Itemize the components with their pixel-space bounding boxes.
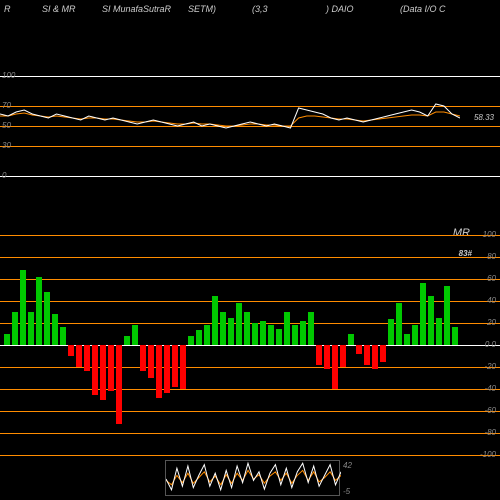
mr-bar <box>100 345 106 400</box>
mr-bar <box>276 329 282 346</box>
rsi-current-value: 58.33 <box>474 113 494 122</box>
mr-gridline <box>0 367 500 368</box>
mr-bar <box>140 345 146 371</box>
mr-bar <box>268 325 274 345</box>
mr-bar <box>196 330 202 345</box>
mr-axis-label: -80 <box>484 428 496 437</box>
mr-gridline <box>0 235 500 236</box>
mr-gridline <box>0 257 500 258</box>
mr-bar <box>52 314 58 345</box>
mr-bar <box>420 283 426 345</box>
mr-axis-label: 20 <box>487 318 496 327</box>
mr-axis-label: 60 <box>487 274 496 283</box>
mr-bar <box>452 327 458 345</box>
mr-bar <box>84 345 90 371</box>
mr-bar <box>292 325 298 345</box>
header-label: (3,3 <box>252 4 268 14</box>
mr-bar <box>316 345 322 365</box>
mini-label-top: 42 <box>343 461 352 470</box>
mr-bar <box>356 345 362 354</box>
header-label: SI MunafaSutraR <box>102 4 171 14</box>
mr-bar <box>148 345 154 378</box>
header-label: ) DAIO <box>326 4 354 14</box>
mr-bar <box>444 286 450 345</box>
header-label: R <box>4 4 11 14</box>
mr-bar <box>180 345 186 389</box>
mr-bar <box>156 345 162 398</box>
mr-bar <box>188 336 194 345</box>
mr-current-value: 83# <box>459 249 472 258</box>
mr-bar <box>108 345 114 391</box>
mr-title: MR <box>453 227 470 239</box>
mr-bar <box>68 345 74 356</box>
mr-bar <box>388 319 394 345</box>
mr-gridline <box>0 389 500 390</box>
mr-bar <box>244 312 250 345</box>
mr-bar <box>428 296 434 346</box>
mr-bar <box>340 345 346 367</box>
mr-gridline <box>0 411 500 412</box>
mr-bar <box>92 345 98 395</box>
chart-header: R SI & MR SI MunafaSutraR SETM) (3,3 ) DAIO (D… <box>0 0 500 20</box>
mr-bar <box>404 334 410 345</box>
mini-label-bot: -5 <box>343 487 350 496</box>
mr-axis-label: 40 <box>487 296 496 305</box>
mr-bar <box>284 312 290 345</box>
mr-axis-label: 0 0 <box>485 340 496 349</box>
mr-bar <box>116 345 122 424</box>
mr-bar <box>220 312 226 345</box>
mr-bar <box>20 270 26 345</box>
mr-bar <box>324 345 330 369</box>
mr-bar <box>372 345 378 369</box>
mr-bar <box>212 296 218 346</box>
mr-bar <box>252 323 258 345</box>
mr-panel: MR100806040200 0-20-40-60-80-10083# <box>0 235 500 455</box>
mr-bar <box>308 312 314 345</box>
mr-gridline <box>0 455 500 456</box>
mr-axis-label: -40 <box>484 384 496 393</box>
mr-bar <box>172 345 178 387</box>
mini-plot <box>166 461 341 497</box>
mr-bar <box>36 277 42 345</box>
mr-bar <box>364 345 370 365</box>
mr-bar <box>132 325 138 345</box>
mr-bar <box>204 325 210 345</box>
mr-bar <box>60 327 66 345</box>
mr-axis-label: -20 <box>484 362 496 371</box>
mr-gridline <box>0 279 500 280</box>
mr-bar <box>348 334 354 345</box>
mr-bar <box>380 345 386 362</box>
mr-axis-label: -60 <box>484 406 496 415</box>
mr-bar <box>44 292 50 345</box>
rsi-gridline <box>0 176 500 177</box>
chart-root: R SI & MR SI MunafaSutraR SETM) (3,3 ) DAIO (D… <box>0 0 500 500</box>
mr-bar <box>332 345 338 389</box>
mr-gridline <box>0 433 500 434</box>
mr-bar <box>4 334 10 345</box>
rsi-panel: 100705030058.33 <box>0 76 500 176</box>
mr-bar <box>76 345 82 367</box>
mini-summary-panel: 42-5 <box>165 460 340 496</box>
mr-bar <box>228 318 234 346</box>
mr-bar <box>28 312 34 345</box>
mr-bar <box>300 321 306 345</box>
mr-bar <box>12 312 18 345</box>
mr-bar <box>164 345 170 393</box>
mr-bar <box>260 321 266 345</box>
mr-gridline <box>0 345 500 346</box>
mr-bar <box>396 303 402 345</box>
header-label: (Data I/O C <box>400 4 446 14</box>
rsi-plot <box>0 76 460 176</box>
mr-bar <box>236 303 242 345</box>
mr-bar <box>412 325 418 345</box>
mr-bar <box>436 318 442 346</box>
header-label: SI & MR <box>42 4 76 14</box>
mr-axis-label: 80 <box>487 252 496 261</box>
header-label: SETM) <box>188 4 216 14</box>
mr-axis-label: -100 <box>480 450 496 459</box>
mr-bar <box>124 336 130 345</box>
mr-axis-label: 100 <box>483 230 496 239</box>
